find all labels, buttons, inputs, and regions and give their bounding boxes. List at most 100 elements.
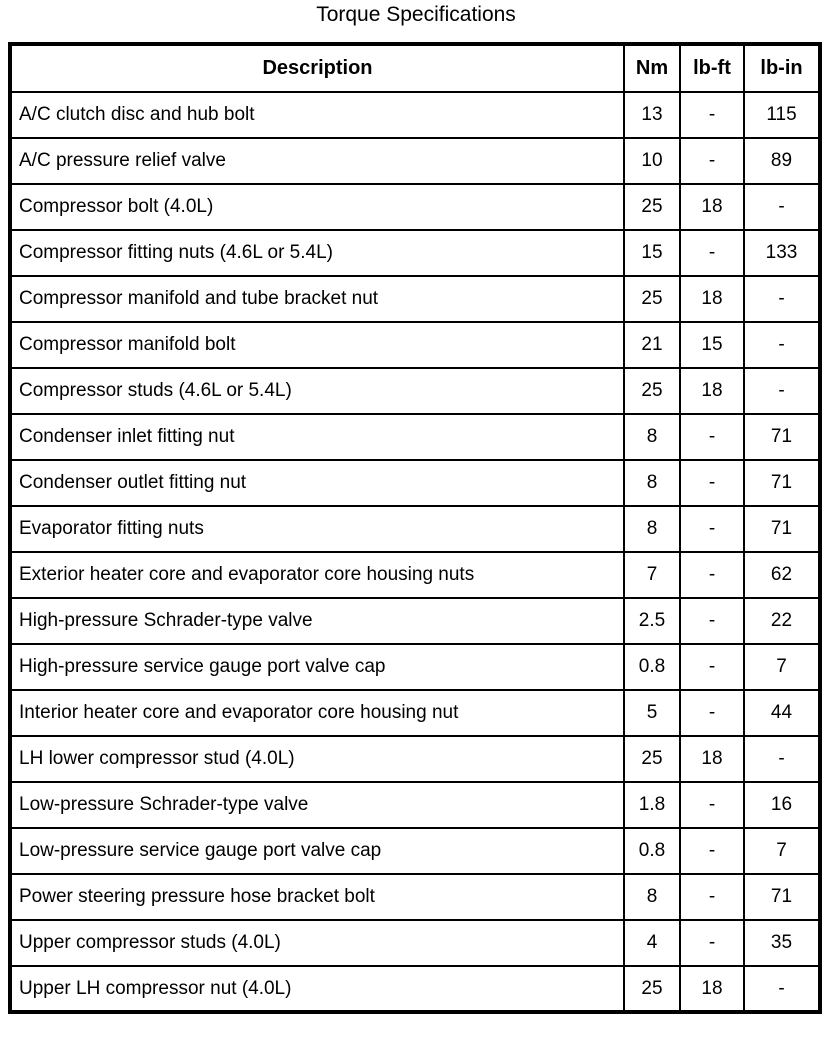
cell-lb-ft: - (679, 689, 745, 737)
cell-description: High-pressure service gauge port valve c… (9, 643, 625, 691)
table-row: Interior heater core and evaporator core… (9, 689, 821, 737)
cell-nm: 8 (623, 459, 681, 507)
cell-description: A/C pressure relief valve (9, 137, 625, 185)
cell-lb-in: 22 (743, 597, 821, 645)
cell-description: Condenser inlet fitting nut (9, 413, 625, 461)
cell-lb-ft: - (679, 919, 745, 967)
cell-nm: 10 (623, 137, 681, 185)
cell-lb-ft: - (679, 91, 745, 139)
cell-lb-ft: - (679, 597, 745, 645)
cell-description: Compressor manifold bolt (9, 321, 625, 369)
cell-nm: 5 (623, 689, 681, 737)
cell-lb-ft: 18 (679, 965, 745, 1013)
cell-lb-ft: - (679, 551, 745, 599)
cell-nm: 8 (623, 873, 681, 921)
cell-description: Power steering pressure hose bracket bol… (9, 873, 625, 921)
cell-description: Compressor studs (4.6L or 5.4L) (9, 367, 625, 415)
cell-description: Condenser outlet fitting nut (9, 459, 625, 507)
cell-lb-ft: - (679, 505, 745, 553)
cell-lb-in: 115 (743, 91, 821, 139)
cell-description: High-pressure Schrader-type valve (9, 597, 625, 645)
cell-nm: 13 (623, 91, 681, 139)
cell-nm: 4 (623, 919, 681, 967)
cell-lb-ft: - (679, 643, 745, 691)
cell-description: LH lower compressor stud (4.0L) (9, 735, 625, 783)
cell-lb-in: 71 (743, 873, 821, 921)
cell-lb-ft: - (679, 229, 745, 277)
table-body: A/C clutch disc and hub bolt 13-115 A/C pr… (9, 91, 821, 1013)
cell-nm: 0.8 (623, 827, 681, 875)
cell-description: Compressor manifold and tube bracket nut (9, 275, 625, 323)
page-title: Torque Specifications (316, 3, 516, 26)
table-row: Compressor bolt (4.0L) 25 18- (9, 183, 821, 231)
cell-description: Low-pressure Schrader-type valve (9, 781, 625, 829)
table-header: Description Nm lb-ft lb-in (9, 43, 821, 93)
cell-description: Upper LH compressor nut (4.0L) (9, 965, 625, 1013)
cell-nm: 2.5 (623, 597, 681, 645)
cell-description: Compressor fitting nuts (4.6L or 5.4L) (9, 229, 625, 277)
cell-lb-ft: 18 (679, 183, 745, 231)
cell-nm: 21 (623, 321, 681, 369)
table-row: LH lower compressor stud (4.0L) 25 18- (9, 735, 821, 783)
cell-lb-in: 71 (743, 505, 821, 553)
cell-lb-in: 7 (743, 827, 821, 875)
cell-nm: 25 (623, 275, 681, 323)
cell-lb-in: 7 (743, 643, 821, 691)
cell-description: Interior heater core and evaporator core… (9, 689, 625, 737)
cell-lb-in: 89 (743, 137, 821, 185)
cell-lb-ft: - (679, 781, 745, 829)
cell-description: Low-pressure service gauge port valve ca… (9, 827, 625, 875)
cell-lb-in: - (743, 321, 821, 369)
cell-lb-in: 44 (743, 689, 821, 737)
header-nm: Nm (623, 43, 681, 93)
table-row: Exterior heater core and evaporator core… (9, 551, 821, 599)
cell-lb-in: - (743, 275, 821, 323)
cell-lb-in: - (743, 735, 821, 783)
cell-description: Exterior heater core and evaporator core… (9, 551, 625, 599)
cell-nm: 25 (623, 735, 681, 783)
table-row: Compressor fitting nuts (4.6L or 5.4L) 15… (9, 229, 821, 277)
table-row: Upper compressor studs (4.0L) 4-35 (9, 919, 821, 967)
cell-description: A/C clutch disc and hub bolt (9, 91, 625, 139)
table-row: Power steering pressure hose bracket bol… (9, 873, 821, 921)
cell-lb-in: 133 (743, 229, 821, 277)
cell-lb-ft: - (679, 413, 745, 461)
header-row: Description Nm lb-ft lb-in (9, 43, 821, 93)
table-row: Low-pressure service gauge port valve ca… (9, 827, 821, 875)
cell-lb-ft: - (679, 827, 745, 875)
table-row: Condenser outlet fitting nut 8-71 (9, 459, 821, 507)
header-description: Description (9, 43, 625, 93)
cell-nm: 25 (623, 183, 681, 231)
cell-nm: 25 (623, 965, 681, 1013)
table-row: Compressor manifold bolt 21 15- (9, 321, 821, 369)
table-row: A/C pressure relief valve 10-89 (9, 137, 821, 185)
table-row: Evaporator fitting nuts 8-71 (9, 505, 821, 553)
table-row: Condenser inlet fitting nut 8-71 (9, 413, 821, 461)
cell-lb-ft: 15 (679, 321, 745, 369)
cell-lb-in: 62 (743, 551, 821, 599)
cell-nm: 1.8 (623, 781, 681, 829)
cell-lb-ft: 18 (679, 735, 745, 783)
table-row: High-pressure service gauge port valve c… (9, 643, 821, 691)
cell-nm: 15 (623, 229, 681, 277)
cell-nm: 8 (623, 505, 681, 553)
cell-nm: 0.8 (623, 643, 681, 691)
cell-lb-in: - (743, 367, 821, 415)
table-row: High-pressure Schrader-type valve 2.5-22 (9, 597, 821, 645)
cell-lb-ft: 18 (679, 367, 745, 415)
cell-lb-in: - (743, 965, 821, 1013)
cell-lb-in: 71 (743, 413, 821, 461)
table-row: Compressor manifold and tube bracket nut… (9, 275, 821, 323)
cell-lb-in: 35 (743, 919, 821, 967)
cell-lb-ft: - (679, 137, 745, 185)
table-row: A/C clutch disc and hub bolt 13-115 (9, 91, 821, 139)
cell-description: Evaporator fitting nuts (9, 505, 625, 553)
header-lb-ft: lb-ft (679, 43, 745, 93)
cell-nm: 25 (623, 367, 681, 415)
table-row: Compressor studs (4.6L or 5.4L) 25 18- (9, 367, 821, 415)
cell-nm: 7 (623, 551, 681, 599)
cell-nm: 8 (623, 413, 681, 461)
cell-description: Compressor bolt (4.0L) (9, 183, 625, 231)
table-row: Low-pressure Schrader-type valve 1.8-16 (9, 781, 821, 829)
